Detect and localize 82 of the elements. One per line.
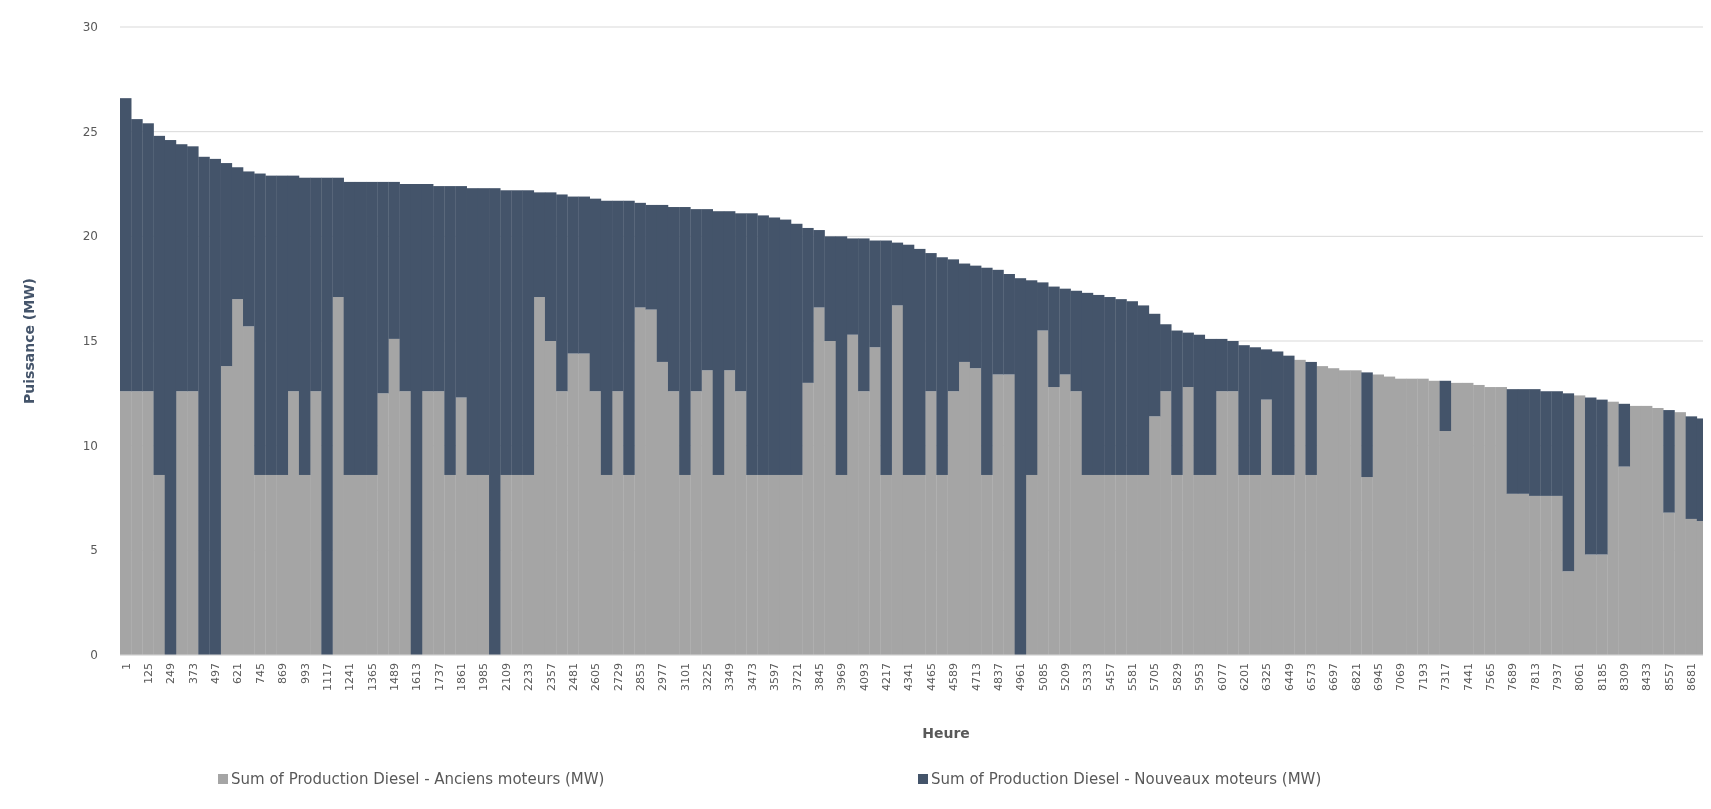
- y-tick-label: 20: [82, 229, 98, 244]
- x-tick-label: 125: [141, 663, 155, 684]
- x-tick-label: 7441: [1461, 663, 1475, 691]
- x-tick-label: 373: [186, 663, 200, 684]
- x-tick-label: 4837: [991, 663, 1005, 691]
- x-tick-label: 1737: [432, 663, 446, 691]
- y-tick-label: 10: [82, 438, 98, 453]
- x-tick-label: 6077: [1215, 663, 1229, 691]
- x-tick-label: 2729: [611, 663, 625, 691]
- x-tick-label: 869: [276, 663, 290, 684]
- x-tick-label: 8185: [1595, 663, 1609, 691]
- x-tick-label: 621: [231, 663, 245, 684]
- x-tick-label: 5209: [1058, 663, 1072, 691]
- x-tick-label: 1861: [455, 663, 469, 691]
- x-tick-label: 4713: [969, 663, 983, 691]
- x-tick-label: 3225: [701, 663, 715, 691]
- x-tick-label: 4217: [880, 663, 894, 691]
- x-tick-label: 5333: [1081, 663, 1095, 691]
- x-tick-label: 1613: [410, 663, 424, 691]
- x-tick-label: 4465: [924, 663, 938, 691]
- x-tick-label: 2977: [656, 663, 670, 691]
- x-tick-label: 3101: [678, 663, 692, 691]
- x-tick-label: 3969: [835, 663, 849, 691]
- x-tick-label: 7689: [1506, 663, 1520, 691]
- x-tick-label: 5457: [1103, 663, 1117, 691]
- x-tick-label: 497: [209, 663, 223, 684]
- x-tick-label: 2109: [499, 663, 513, 691]
- x-tick-label: 8681: [1685, 663, 1699, 691]
- x-tick-label: 4589: [947, 663, 961, 691]
- x-tick-label: 1489: [387, 663, 401, 691]
- x-tick-label: 6449: [1282, 663, 1296, 691]
- x-tick-label: 5705: [1148, 663, 1162, 691]
- x-tick-label: 5581: [1126, 663, 1140, 691]
- x-tick-label: 8557: [1662, 663, 1676, 691]
- x-tick-label: 2853: [634, 663, 648, 691]
- x-tick-label: 6201: [1237, 663, 1251, 691]
- x-tick-label: 3845: [812, 663, 826, 691]
- x-tick-label: 7317: [1439, 663, 1453, 691]
- x-tick-label: 3473: [745, 663, 759, 691]
- x-tick-label: 5829: [1170, 663, 1184, 691]
- x-tick-label: 7193: [1416, 663, 1430, 691]
- y-tick-label: 30: [82, 20, 98, 34]
- x-tick-label: 7565: [1483, 663, 1497, 691]
- x-tick-label: 249: [164, 663, 178, 684]
- x-axis-title: Heure: [922, 725, 970, 741]
- x-tick-label: 6945: [1372, 663, 1386, 691]
- x-tick-label: 7813: [1528, 663, 1542, 691]
- y-tick-label: 0: [90, 648, 98, 662]
- x-tick-label: 2605: [589, 663, 603, 691]
- x-tick-label: 3349: [723, 663, 737, 691]
- x-tick-label: 2481: [566, 663, 580, 691]
- x-tick-label: 8061: [1573, 663, 1587, 691]
- x-tick-label: 4961: [1014, 663, 1028, 691]
- x-tick-label: 8309: [1618, 663, 1632, 691]
- x-tick-label: 2357: [544, 663, 558, 691]
- x-tick-label: 1: [119, 663, 133, 670]
- x-tick-label: 6697: [1327, 663, 1341, 691]
- x-tick-label: 3721: [790, 663, 804, 691]
- x-tick-label: 2233: [522, 663, 536, 691]
- legend-label: Sum of Production Diesel - Nouveaux moteurs (MW): [931, 770, 1322, 788]
- x-tick-label: 1365: [365, 663, 379, 691]
- x-tick-label: 7069: [1394, 663, 1408, 691]
- x-tick-label: 1117: [320, 663, 334, 691]
- x-tick-label: 993: [298, 663, 312, 684]
- x-tick-label: 745: [253, 663, 267, 684]
- y-tick-label: 25: [82, 124, 98, 139]
- x-tick-label: 4093: [857, 663, 871, 691]
- x-tick-label: 8433: [1640, 663, 1654, 691]
- y-axis-title: Puissance (MW): [21, 278, 37, 404]
- x-tick-label: 5085: [1036, 663, 1050, 691]
- x-tick-label: 5953: [1193, 663, 1207, 691]
- x-tick-label: 3597: [768, 663, 782, 691]
- x-tick-label: 1985: [477, 663, 491, 691]
- legend-label: Sum of Production Diesel - Anciens moteurs (MW): [231, 770, 605, 788]
- x-tick-label: 4341: [902, 663, 916, 691]
- x-tick-label: 1241: [343, 663, 357, 691]
- y-tick-label: 15: [82, 334, 98, 348]
- x-tick-label: 6821: [1349, 663, 1363, 691]
- x-tick-label: 7937: [1551, 663, 1565, 691]
- x-tick-label: 6325: [1260, 663, 1274, 691]
- y-tick-label: 5: [90, 543, 98, 558]
- x-tick-label: 6573: [1305, 663, 1318, 691]
